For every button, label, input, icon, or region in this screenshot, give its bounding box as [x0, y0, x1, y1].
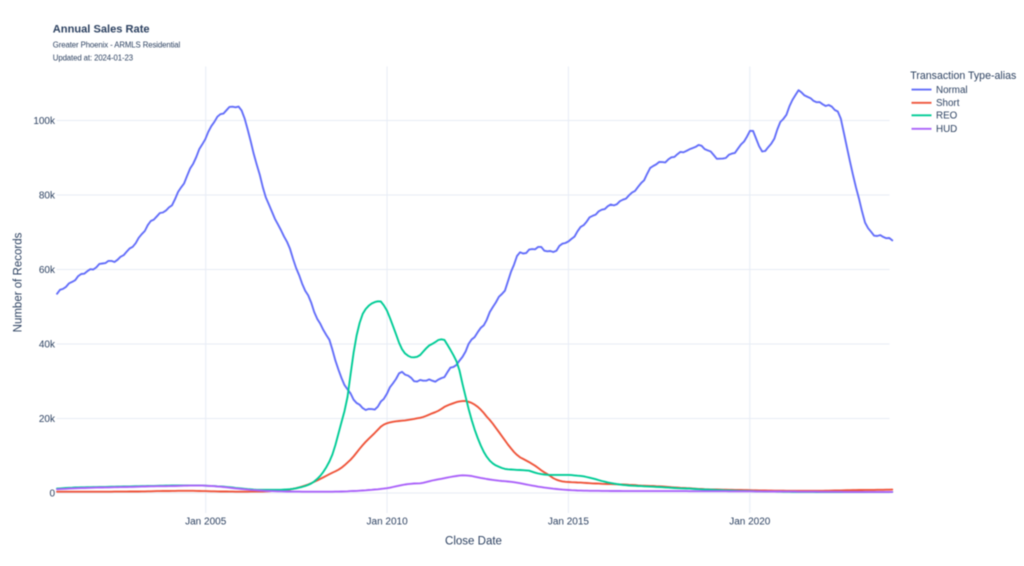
svg-text:Greater Phoenix - ARMLS Reside: Greater Phoenix - ARMLS Residential — [53, 40, 181, 49]
svg-text:40k: 40k — [39, 339, 56, 350]
svg-text:Annual Sales Rate: Annual Sales Rate — [53, 24, 150, 36]
svg-text:Jan 2020: Jan 2020 — [729, 517, 771, 528]
svg-text:Updated at: 2024-01-23: Updated at: 2024-01-23 — [53, 53, 133, 62]
svg-text:HUD: HUD — [936, 124, 957, 135]
svg-text:Close Date: Close Date — [445, 536, 502, 548]
svg-text:80k: 80k — [39, 190, 56, 201]
svg-text:Normal: Normal — [936, 85, 968, 96]
svg-text:Jan 2015: Jan 2015 — [548, 517, 590, 528]
svg-text:20k: 20k — [39, 414, 56, 425]
svg-text:Transaction Type-alias: Transaction Type-alias — [910, 70, 1016, 82]
svg-text:0: 0 — [49, 488, 55, 499]
svg-text:Jan 2005: Jan 2005 — [185, 517, 227, 528]
svg-text:Short: Short — [936, 98, 960, 109]
svg-text:60k: 60k — [39, 265, 56, 276]
svg-text:Number of Records: Number of Records — [13, 232, 25, 332]
svg-text:Jan 2010: Jan 2010 — [367, 517, 409, 528]
svg-text:REO: REO — [936, 111, 958, 122]
svg-text:100k: 100k — [33, 116, 56, 127]
